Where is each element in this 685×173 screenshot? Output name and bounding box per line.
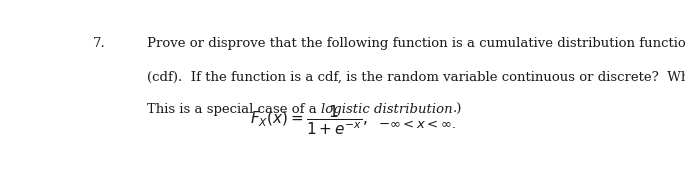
Text: Prove or disprove that the following function is a cumulative distribution funct: Prove or disprove that the following fun… <box>147 37 685 50</box>
Text: 7.: 7. <box>92 37 105 50</box>
Text: .): .) <box>452 103 462 116</box>
Text: This is a special case of a: This is a special case of a <box>147 103 321 116</box>
Text: $-\infty < x < \infty.$: $-\infty < x < \infty.$ <box>378 118 456 131</box>
Text: $F_X(x) = \dfrac{1}{1+e^{-x}},$: $F_X(x) = \dfrac{1}{1+e^{-x}},$ <box>250 103 367 137</box>
Text: (cdf).  If the function is a cdf, is the random variable continuous or discrete?: (cdf). If the function is a cdf, is the … <box>147 71 685 84</box>
Text: logistic distribution: logistic distribution <box>321 103 452 116</box>
